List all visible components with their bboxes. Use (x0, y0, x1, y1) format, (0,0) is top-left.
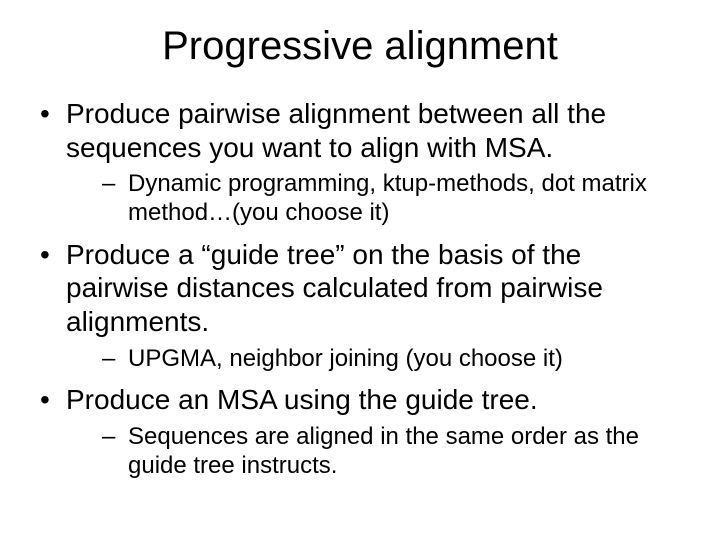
sub-list: UPGMA, neighbor joining (you choose it) (66, 345, 690, 374)
sub-list: Sequences are aligned in the same order … (66, 423, 690, 481)
sub-list-item-text: Sequences are aligned in the same order … (128, 423, 639, 479)
list-item: Produce an MSA using the guide tree. Seq… (30, 383, 690, 480)
list-item: Produce a “guide tree” on the basis of t… (30, 238, 690, 374)
list-item: Produce pairwise alignment between all t… (30, 97, 690, 228)
sub-list-item: Sequences are aligned in the same order … (66, 423, 690, 481)
sub-list-item-text: UPGMA, neighbor joining (you choose it) (128, 345, 563, 372)
sub-list: Dynamic programming, ktup-methods, dot m… (66, 170, 690, 228)
list-item-text: Produce an MSA using the guide tree. (66, 384, 538, 415)
sub-list-item-text: Dynamic programming, ktup-methods, dot m… (128, 170, 647, 226)
slide-title: Progressive alignment (30, 24, 690, 69)
bullet-list: Produce pairwise alignment between all t… (30, 97, 690, 481)
list-item-text: Produce pairwise alignment between all t… (66, 98, 606, 163)
sub-list-item: UPGMA, neighbor joining (you choose it) (66, 345, 690, 374)
list-item-text: Produce a “guide tree” on the basis of t… (66, 239, 603, 337)
sub-list-item: Dynamic programming, ktup-methods, dot m… (66, 170, 690, 228)
